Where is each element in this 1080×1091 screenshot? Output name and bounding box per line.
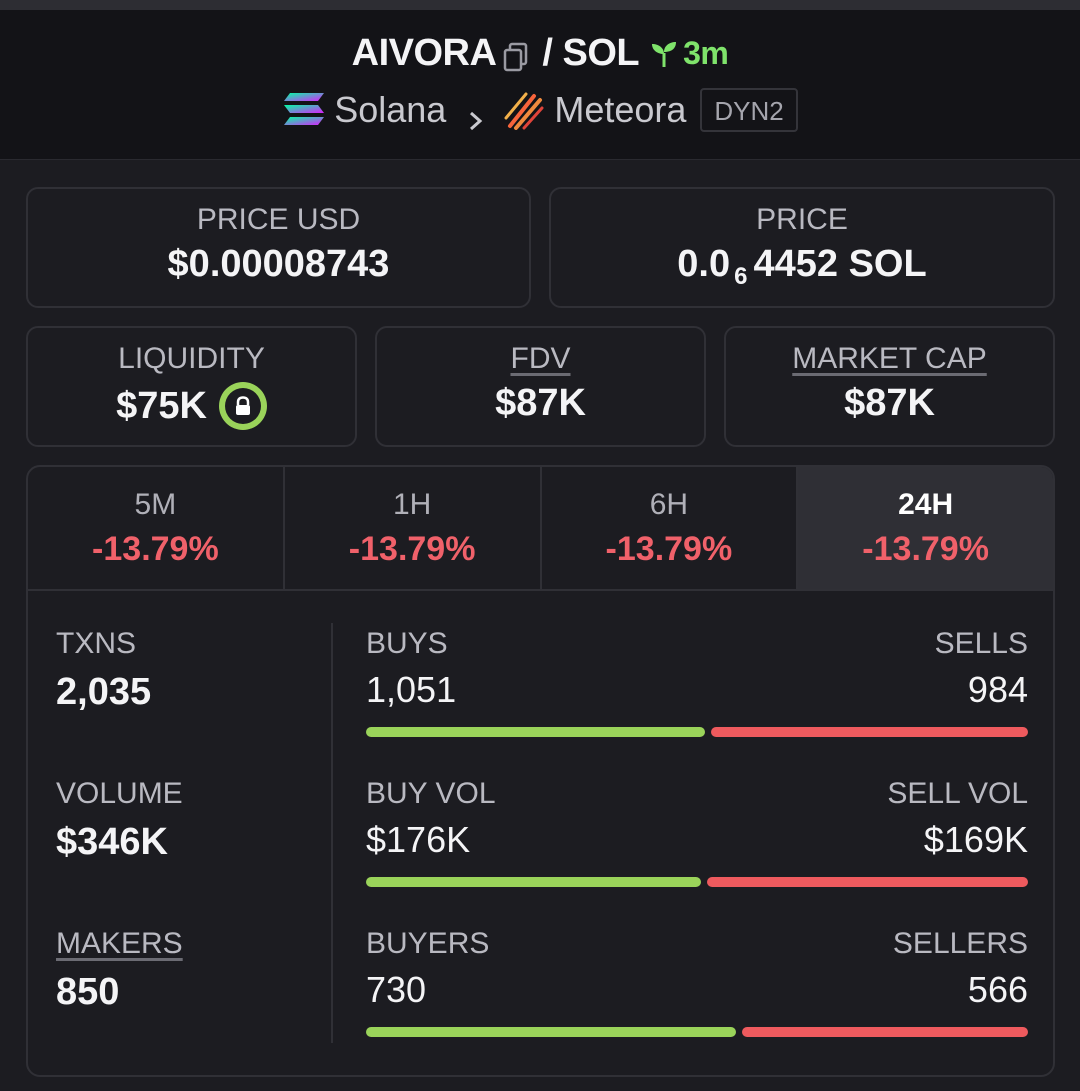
tab-label: 24H xyxy=(898,487,954,521)
token-symbol: AIVORA xyxy=(351,32,497,74)
top-strip xyxy=(0,0,1080,10)
buys-sells-row: BUYS SELLS 1,051 984 xyxy=(366,627,1028,737)
sells-value: 984 xyxy=(967,669,1028,710)
makers-value: 850 xyxy=(56,971,120,1013)
trade-stats-panel: 5M -13.79% 1H -13.79% 6H -13.79% 24H -13… xyxy=(26,465,1055,1077)
market-cap-value: $87K xyxy=(844,382,935,424)
sell-vol-label: SELL VOL xyxy=(887,777,1028,810)
sprout-icon xyxy=(652,41,677,67)
buy-sell-volume-row: BUY VOL SELL VOL $176K $169K xyxy=(366,777,1028,887)
buyers-sellers-row: BUYERS SELLERS 730 566 xyxy=(366,927,1028,1037)
buyers-label: BUYERS xyxy=(366,927,490,960)
market-cap-card: MARKET CAP $87K xyxy=(724,326,1055,447)
price-usd-card: PRICE USD $0.00008743 xyxy=(26,187,531,308)
price-native-card: PRICE 0.0 6 4452 SOL xyxy=(549,187,1055,308)
sell-vol-bar-segment xyxy=(706,877,1028,887)
price-native-prefix: 0.0 xyxy=(677,243,731,285)
quote-symbol: SOL xyxy=(562,32,640,74)
timeframe-tabs: 5M -13.79% 1H -13.79% 6H -13.79% 24H -13… xyxy=(28,467,1053,591)
makers-stat: MAKERS 850 xyxy=(56,927,183,1014)
buy-vol-value: $176K xyxy=(366,819,471,860)
column-divider xyxy=(331,623,333,1043)
fdv-card: FDV $87K xyxy=(375,326,706,447)
tab-6h[interactable]: 6H -13.79% xyxy=(542,467,799,589)
sell-vol-value: $169K xyxy=(923,819,1028,860)
dex-link[interactable]: Meteora xyxy=(554,89,687,130)
tab-1h[interactable]: 1H -13.79% xyxy=(285,467,542,589)
txns-label: TXNS xyxy=(56,627,137,660)
meteora-icon xyxy=(504,90,544,130)
market-cap-label[interactable]: MARKET CAP xyxy=(792,342,987,375)
fdv-label[interactable]: FDV xyxy=(510,342,571,375)
chain-breadcrumb: Solana Meteora DYN2 xyxy=(0,88,1080,132)
volume-stat: VOLUME $346K xyxy=(56,777,183,864)
price-native-suffix: 4452 SOL xyxy=(753,243,927,285)
txns-value: 2,035 xyxy=(56,671,152,713)
pair-title: AIVORA / SOL 3m xyxy=(0,32,1080,75)
chain-link[interactable]: Solana xyxy=(334,89,447,130)
buyers-sellers-bar xyxy=(366,1027,1028,1037)
tab-24h[interactable]: 24H -13.79% xyxy=(798,467,1053,589)
age-text: 3m xyxy=(683,35,729,71)
sellers-label: SELLERS xyxy=(892,927,1028,960)
sellers-value: 566 xyxy=(967,969,1028,1010)
chevron-right-icon xyxy=(468,99,484,131)
liquidity-label: LIQUIDITY xyxy=(118,342,265,375)
volume-label: VOLUME xyxy=(56,777,183,810)
buys-sells-bar xyxy=(366,727,1028,737)
volume-value: $346K xyxy=(56,821,168,863)
liquidity-value: $75K xyxy=(116,384,207,427)
tab-price-change: -13.79% xyxy=(605,529,733,568)
buy-sell-volume-bar xyxy=(366,877,1028,887)
price-native-label: PRICE xyxy=(756,203,848,236)
pair-separator: / xyxy=(542,32,553,74)
price-usd-label: PRICE USD xyxy=(196,203,361,236)
liquidity-lock-icon[interactable] xyxy=(218,382,267,430)
tab-label: 6H xyxy=(649,487,689,521)
tab-label: 5M xyxy=(134,487,177,521)
tab-price-change: -13.79% xyxy=(348,529,476,568)
copy-icon[interactable] xyxy=(502,39,530,71)
tab-label: 1H xyxy=(392,487,432,521)
buys-value: 1,051 xyxy=(366,669,457,710)
buyers-value: 730 xyxy=(366,969,427,1010)
liquidity-card: LIQUIDITY $75K xyxy=(26,326,357,447)
tab-5m[interactable]: 5M -13.79% xyxy=(28,467,285,589)
pair-header: AIVORA / SOL 3m xyxy=(0,10,1080,160)
tab-price-change: -13.79% xyxy=(92,529,219,568)
buy-vol-label: BUY VOL xyxy=(366,777,496,810)
pool-type-badge: DYN2 xyxy=(700,88,798,132)
price-usd-value: $0.00008743 xyxy=(167,243,390,285)
fdv-value: $87K xyxy=(495,382,586,424)
sells-label: SELLS xyxy=(934,627,1028,660)
price-native-value: 0.0 6 4452 SOL xyxy=(551,243,1053,290)
solana-icon xyxy=(282,91,326,129)
sellers-bar-segment xyxy=(741,1027,1028,1037)
buy-vol-bar-segment xyxy=(366,877,701,887)
price-native-zero-count: 6 xyxy=(734,262,748,290)
buys-bar-segment xyxy=(366,727,705,737)
pair-age: 3m xyxy=(649,35,729,72)
liquidity-value-row: $75K xyxy=(28,382,355,430)
makers-label[interactable]: MAKERS xyxy=(56,927,183,960)
stats-body: TXNS 2,035 VOLUME $346K MAKERS 850 BUYS … xyxy=(28,591,1053,1075)
buyers-bar-segment xyxy=(366,1027,736,1037)
buys-label: BUYS xyxy=(366,627,448,660)
tab-price-change: -13.79% xyxy=(862,529,989,568)
sells-bar-segment xyxy=(710,727,1028,737)
txns-stat: TXNS 2,035 xyxy=(56,627,151,714)
